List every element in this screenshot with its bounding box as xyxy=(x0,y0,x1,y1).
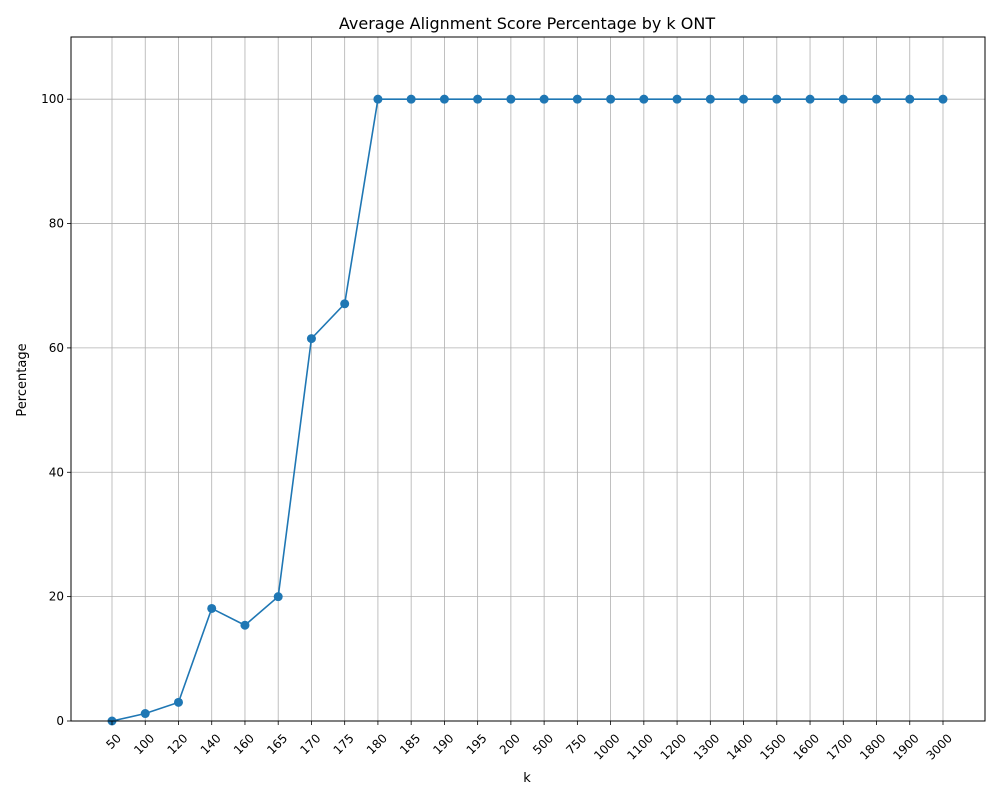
x-tick-label: 165 xyxy=(264,731,290,757)
grid xyxy=(71,37,985,722)
x-tick-label: 1300 xyxy=(691,731,722,762)
x-axis-label: k xyxy=(523,771,531,786)
x-tick-label: 1900 xyxy=(890,731,921,762)
y-tick-label: 100 xyxy=(41,92,64,106)
x-tick-label: 140 xyxy=(198,731,224,757)
data-point xyxy=(240,620,250,630)
x-tick-label: 750 xyxy=(563,731,589,757)
chart-title: Average Alignment Score Percentage by k … xyxy=(339,14,715,33)
data-point xyxy=(838,94,848,104)
series-line xyxy=(111,98,943,722)
x-tick-label: 185 xyxy=(397,731,423,757)
data-point xyxy=(938,94,948,104)
data-point xyxy=(340,299,350,309)
y-tick-label: 20 xyxy=(49,590,64,604)
data-point xyxy=(739,94,749,104)
x-tick-label: 3000 xyxy=(924,731,955,762)
x-tick-label: 1600 xyxy=(791,731,822,762)
data-point xyxy=(173,697,183,707)
x-tick-label: 1800 xyxy=(857,731,888,762)
data-point xyxy=(905,94,915,104)
data-point xyxy=(373,94,383,104)
y-tick-label: 80 xyxy=(49,217,64,231)
axes-frame xyxy=(70,36,986,722)
data-point xyxy=(306,334,316,344)
x-tick-label: 1500 xyxy=(757,731,788,762)
data-point xyxy=(606,94,616,104)
data-point xyxy=(539,94,549,104)
data-point xyxy=(872,94,882,104)
x-tick-label: 175 xyxy=(331,731,357,757)
y-axis-label: Percentage xyxy=(15,343,30,416)
x-tick-label: 1400 xyxy=(724,731,755,762)
data-point xyxy=(406,94,416,104)
x-tick-label: 120 xyxy=(164,731,190,757)
x-tick-label: 170 xyxy=(297,731,323,757)
data-point xyxy=(207,603,217,613)
data-point xyxy=(506,94,516,104)
y-tick-label: 0 xyxy=(56,714,64,728)
x-tick-label: 195 xyxy=(464,731,490,757)
x-tick-label: 1000 xyxy=(591,731,622,762)
data-point xyxy=(473,94,483,104)
data-point xyxy=(772,94,782,104)
data-point xyxy=(805,94,815,104)
x-tick-label: 1700 xyxy=(824,731,855,762)
data-point xyxy=(140,709,150,719)
data-point xyxy=(705,94,715,104)
x-tick-label: 160 xyxy=(231,731,257,757)
x-tick-label: 180 xyxy=(364,731,390,757)
data-point xyxy=(273,592,283,602)
x-tick-label: 100 xyxy=(131,731,157,757)
x-tick-label: 1100 xyxy=(624,731,655,762)
x-tick-label: 190 xyxy=(430,731,456,757)
series-group xyxy=(107,94,948,726)
data-point xyxy=(639,94,649,104)
data-point xyxy=(572,94,582,104)
x-tick-label: 200 xyxy=(497,731,523,757)
data-point xyxy=(672,94,682,104)
y-tick-label: 60 xyxy=(49,341,64,355)
y-tick-label: 40 xyxy=(49,465,64,479)
x-tick-label: 50 xyxy=(103,731,124,752)
x-tick-label: 1200 xyxy=(658,731,689,762)
data-point xyxy=(439,94,449,104)
x-tick-label: 500 xyxy=(530,731,556,757)
